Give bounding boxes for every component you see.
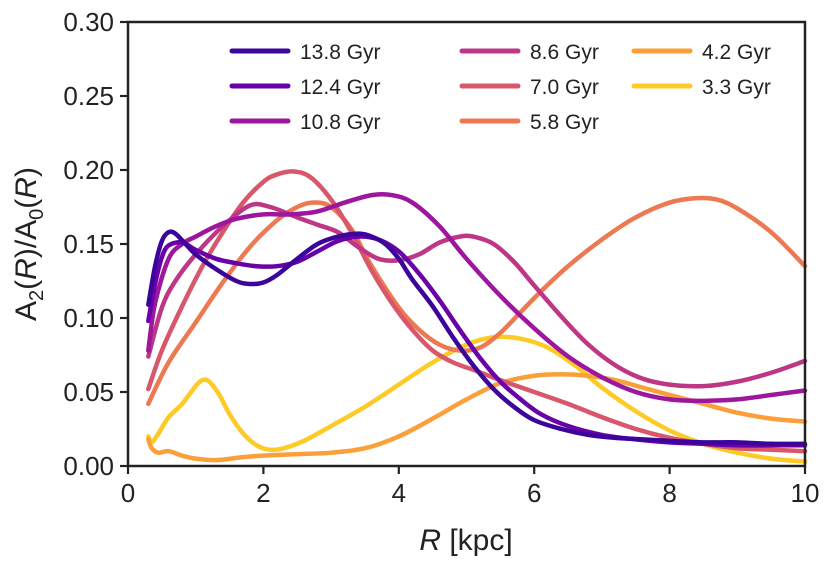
legend-label: 13.8 Gyr — [300, 41, 381, 64]
y-tick-label: 0.20 — [63, 155, 114, 185]
x-axis-label: R [kpc] — [419, 524, 512, 557]
x-tick-label: 2 — [256, 478, 270, 508]
series-line-3-3-gyr — [146, 334, 808, 464]
x-tick-label: 10 — [791, 478, 820, 508]
series-line-7-0-gyr — [146, 169, 808, 454]
x-tick-label: 8 — [662, 478, 676, 508]
x-tick-label: 4 — [392, 478, 406, 508]
legend-label: 4.2 Gyr — [702, 41, 771, 64]
x-tick-label: 0 — [121, 478, 135, 508]
y-tick-label: 0.15 — [63, 229, 114, 259]
legend-label: 10.8 Gyr — [300, 111, 381, 134]
x-tick-label: 6 — [527, 478, 541, 508]
legend-label: 12.4 Gyr — [300, 76, 381, 99]
series-line-4-2-gyr — [146, 371, 808, 463]
y-tick-label: 0.25 — [63, 81, 114, 111]
y-tick-label: 0.10 — [63, 303, 114, 333]
y-axis-label: A2(R)/A0(R) — [10, 167, 48, 321]
legend-label: 5.8 Gyr — [530, 111, 599, 134]
series-layer — [146, 169, 808, 464]
ticks-layer: 0 2 4 6 8 10 0.00 0.05 0.10 0.15 0.20 0.25 0.30 — [63, 7, 819, 508]
y-tick-label: 0.05 — [63, 377, 114, 407]
series-line-13-8-gyr — [146, 229, 808, 447]
series-line-10-8-gyr — [146, 191, 808, 404]
series-line-8-6-gyr — [146, 201, 808, 389]
legend-label: 3.3 Gyr — [702, 76, 771, 99]
legend: 13.8 Gyr 12.4 Gyr 10.8 Gyr 8.6 Gyr 7.0 Gyr 5.… — [229, 41, 771, 134]
y-tick-label: 0.00 — [63, 451, 114, 481]
series-line-5-8-gyr — [146, 195, 808, 407]
y-tick-label: 0.30 — [63, 7, 114, 37]
legend-label: 8.6 Gyr — [530, 41, 599, 64]
legend-label: 7.0 Gyr — [530, 76, 599, 99]
